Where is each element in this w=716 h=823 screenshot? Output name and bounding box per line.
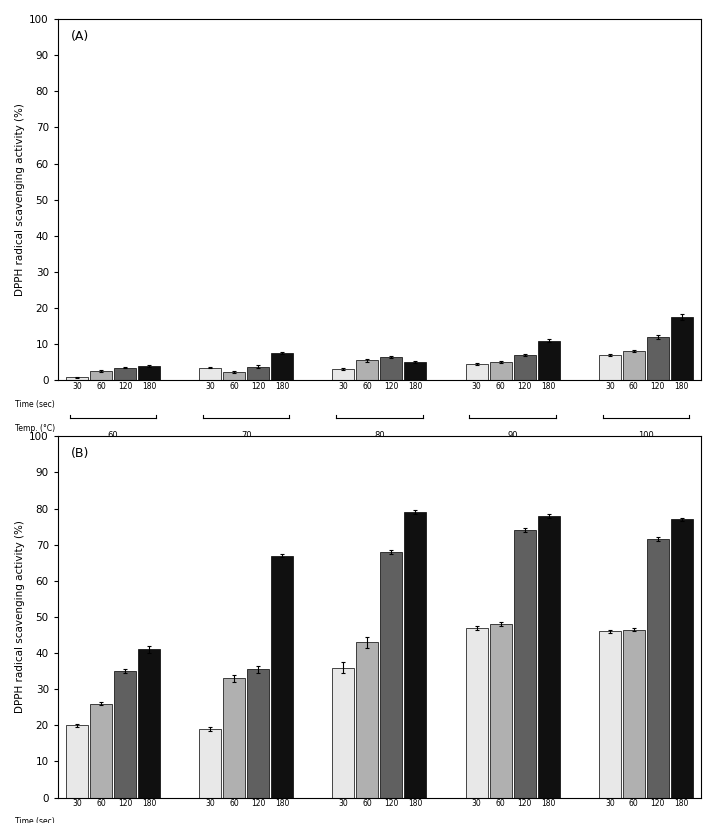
Bar [538,341,560,380]
Bar [138,649,160,797]
Bar [465,364,488,380]
Text: 70: 70 [241,431,251,439]
Bar [538,516,560,797]
Bar [114,368,136,380]
Bar [513,530,536,797]
Bar [223,372,246,380]
Bar [623,351,645,380]
Bar [357,360,379,380]
Bar [599,355,621,380]
Text: 60: 60 [107,431,118,439]
Bar [490,362,512,380]
Text: (B): (B) [71,447,89,460]
Bar [66,378,88,380]
Bar [623,630,645,797]
Bar [465,628,488,797]
Text: 80: 80 [374,431,384,439]
Bar [247,669,269,797]
Bar [380,552,402,797]
Bar [90,704,112,797]
Bar [223,678,246,797]
Text: Temp. (°C): Temp. (°C) [15,424,55,433]
Bar [90,371,112,380]
Bar [247,366,269,380]
Bar [405,362,427,380]
Bar [647,337,669,380]
Bar [199,729,221,797]
Bar [380,357,402,380]
Text: 90: 90 [508,431,518,439]
Bar [114,672,136,797]
Bar [405,512,427,797]
Bar [599,631,621,797]
Bar [199,368,221,380]
Bar [271,556,293,797]
Y-axis label: DPPH radical scavenging activity (%): DPPH radical scavenging activity (%) [15,520,25,714]
Text: Time (sec): Time (sec) [16,400,55,409]
Text: 100: 100 [638,431,654,439]
Text: (A): (A) [71,30,89,43]
Bar [671,317,693,380]
Bar [332,667,354,797]
Bar [671,519,693,797]
Bar [332,369,354,380]
Bar [138,366,160,380]
Bar [647,539,669,797]
Bar [513,355,536,380]
Bar [490,624,512,797]
Text: Time (sec): Time (sec) [16,817,55,823]
Bar [271,353,293,380]
Y-axis label: DPPH radical scavenging activity (%): DPPH radical scavenging activity (%) [15,103,25,296]
Bar [66,725,88,797]
Bar [357,642,379,797]
